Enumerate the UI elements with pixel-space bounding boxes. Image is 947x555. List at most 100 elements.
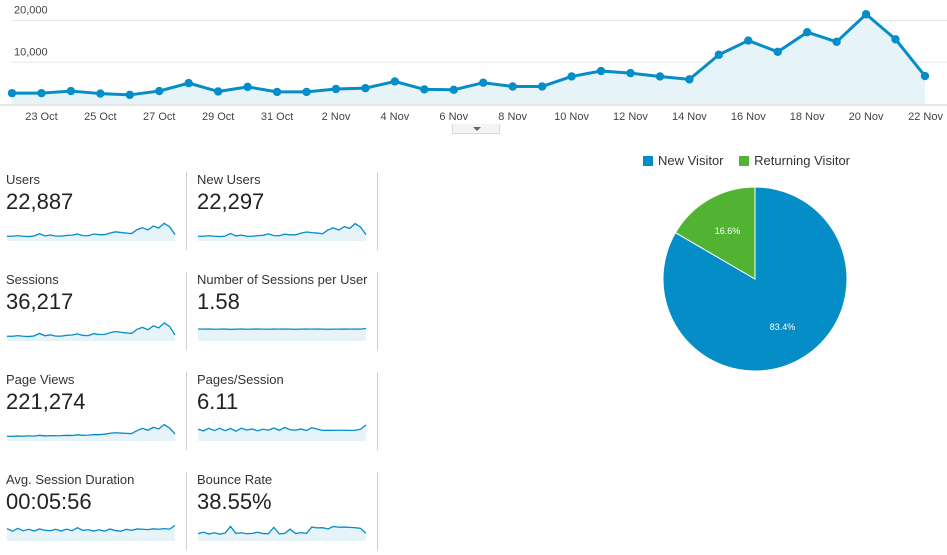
metric-sessions[interactable]: Sessions 36,217 xyxy=(6,272,187,350)
metric-pages-per-session[interactable]: Pages/Session 6.11 xyxy=(197,372,378,450)
data-point[interactable] xyxy=(184,78,193,88)
data-point[interactable] xyxy=(331,84,341,94)
sparkline xyxy=(197,327,367,341)
x-tick-label: 23 Oct xyxy=(25,111,57,123)
sparkline-line xyxy=(6,524,176,532)
data-point[interactable] xyxy=(96,89,105,98)
pie-slice-label: 16.6% xyxy=(715,226,741,236)
metric-label: New Users xyxy=(197,172,261,187)
sparkline-fill xyxy=(7,525,175,541)
legend-label: Returning Visitor xyxy=(754,153,851,168)
sparkline-line xyxy=(197,424,367,432)
x-tick-label: 2 Nov xyxy=(322,111,351,123)
data-point[interactable] xyxy=(744,36,753,45)
x-tick-label: 22 Nov xyxy=(908,111,943,123)
sparkline-line xyxy=(7,322,176,338)
x-tick-label: 25 Oct xyxy=(84,111,116,123)
visitor-type-pie-chart: 83.4% 16.6% xyxy=(662,186,848,372)
metric-value: 6.11 xyxy=(197,389,239,414)
legend-item-returning-visitor[interactable]: Returning Visitor xyxy=(739,153,850,168)
data-point[interactable] xyxy=(567,72,576,81)
data-point[interactable] xyxy=(302,87,311,97)
metric-avg-session-duration[interactable]: Avg. Session Duration 00:05:56 xyxy=(6,472,187,550)
metric-new-users[interactable]: New Users 22,297 xyxy=(197,172,378,250)
metric-page-views[interactable]: Page Views 221,274 xyxy=(6,372,187,450)
data-point[interactable] xyxy=(7,88,17,98)
data-point[interactable] xyxy=(832,37,841,47)
sparkline-line xyxy=(6,423,176,438)
data-point[interactable] xyxy=(773,47,782,57)
data-point[interactable] xyxy=(596,66,606,76)
data-point[interactable] xyxy=(508,82,517,91)
sparkline xyxy=(198,222,367,241)
sparkline-fill xyxy=(7,223,175,241)
metric-value: 1.58 xyxy=(197,289,240,314)
metric-label: Avg. Session Duration xyxy=(6,472,135,487)
x-tick-label: 29 Oct xyxy=(202,111,234,123)
x-tick-label: 20 Nov xyxy=(849,111,884,123)
sparkline-line xyxy=(197,327,367,331)
metric-value: 00:05:56 xyxy=(6,489,92,514)
data-point[interactable] xyxy=(125,90,135,100)
data-point[interactable] xyxy=(802,28,812,37)
legend-swatch xyxy=(643,156,653,166)
data-point[interactable] xyxy=(861,10,871,19)
pie-slice[interactable] xyxy=(674,186,756,280)
data-point[interactable] xyxy=(213,87,223,96)
sparkline xyxy=(197,525,367,541)
data-point[interactable] xyxy=(920,71,930,81)
x-tick-label: 4 Nov xyxy=(380,111,409,123)
legend-label: New Visitor xyxy=(658,153,724,168)
sparkline xyxy=(7,322,176,341)
x-tick-label: 16 Nov xyxy=(731,111,766,123)
sparkline-fill xyxy=(198,424,366,441)
metric-label: Users xyxy=(6,172,40,187)
data-point[interactable] xyxy=(714,50,724,59)
metric-bounce-rate[interactable]: Bounce Rate 38.55% xyxy=(197,472,378,550)
data-point[interactable] xyxy=(155,86,164,96)
pie-slice-label: 83.4% xyxy=(770,322,796,332)
sparkline xyxy=(6,524,176,541)
data-point[interactable] xyxy=(390,77,400,86)
data-point[interactable] xyxy=(449,85,458,95)
x-tick-label: 18 Nov xyxy=(790,111,825,123)
sparkline-line xyxy=(197,525,367,535)
data-point[interactable] xyxy=(626,68,635,78)
data-point[interactable] xyxy=(537,82,547,91)
metric-label: Sessions xyxy=(6,272,59,287)
data-point[interactable] xyxy=(361,83,370,93)
sparkline-fill xyxy=(198,223,366,241)
data-point[interactable] xyxy=(272,87,282,97)
sparkline xyxy=(197,424,367,441)
metric-value: 36,217 xyxy=(6,289,74,314)
data-point[interactable] xyxy=(37,88,46,98)
x-tick-label: 31 Oct xyxy=(261,111,293,123)
pie-legend: New Visitor Returning Visitor xyxy=(643,153,862,168)
data-point[interactable] xyxy=(891,35,900,44)
metric-label: Page Views xyxy=(6,372,75,387)
data-point[interactable] xyxy=(685,75,694,84)
x-tick-label: 27 Oct xyxy=(143,111,175,123)
data-point[interactable] xyxy=(655,72,665,81)
x-tick-label: 8 Nov xyxy=(498,111,527,123)
area-fill xyxy=(12,14,925,104)
metric-sessions-per-user[interactable]: Number of Sessions per User 1.58 xyxy=(197,272,378,350)
sparkline xyxy=(6,423,176,441)
pie-slice[interactable] xyxy=(662,186,848,372)
series-line xyxy=(12,12,927,97)
legend-item-new-visitor[interactable]: New Visitor xyxy=(643,153,724,168)
metric-value: 221,274 xyxy=(6,389,86,414)
data-point[interactable] xyxy=(243,82,252,92)
collapse-chart-tab[interactable] xyxy=(452,124,500,134)
data-point[interactable] xyxy=(479,78,488,87)
metric-users[interactable]: Users 22,887 xyxy=(6,172,187,250)
metric-value: 38.55% xyxy=(197,489,272,514)
legend-swatch xyxy=(739,156,750,166)
x-tick-label: 6 Nov xyxy=(439,111,468,123)
x-tick-label: 10 Nov xyxy=(554,111,589,123)
data-point[interactable] xyxy=(66,86,76,96)
data-point[interactable] xyxy=(420,85,429,94)
sparkline xyxy=(7,222,176,241)
sparkline-fill xyxy=(7,322,175,341)
y-tick-label: 10,000 xyxy=(14,46,48,58)
